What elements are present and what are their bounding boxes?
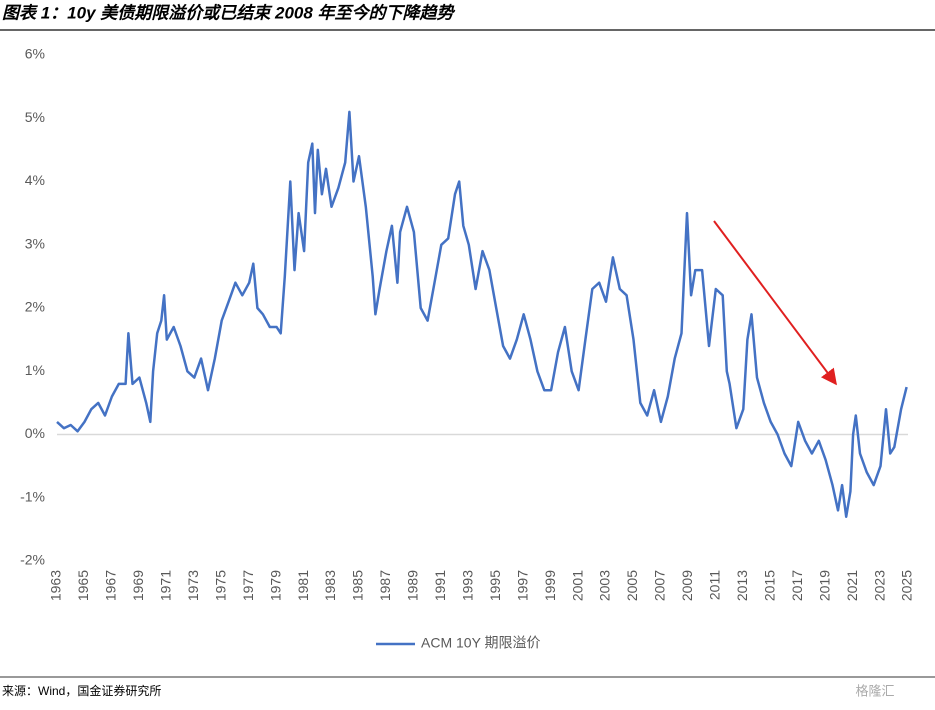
y-tick-label: 2% xyxy=(25,299,45,315)
x-tick-label: 2009 xyxy=(679,570,695,601)
y-tick-label: 3% xyxy=(25,235,45,251)
x-tick-label: 1967 xyxy=(103,570,119,601)
x-tick-label: 2017 xyxy=(789,570,805,601)
x-tick-label: 1977 xyxy=(240,570,256,601)
y-tick-label: 0% xyxy=(25,425,45,441)
x-tick-label: 1995 xyxy=(487,570,503,601)
y-tick-label: 4% xyxy=(25,172,45,188)
x-tick-label: 1997 xyxy=(514,570,530,601)
y-tick-label: -2% xyxy=(20,552,45,568)
x-tick-label: 2019 xyxy=(816,570,832,601)
x-tick-label: 1985 xyxy=(350,570,366,601)
x-tick-label: 1969 xyxy=(130,570,146,601)
x-tick-label: 2001 xyxy=(569,570,585,601)
x-tick-label: 1993 xyxy=(459,570,475,601)
x-tick-label: 1987 xyxy=(377,570,393,601)
series-line xyxy=(56,110,908,518)
x-tick-label: 1971 xyxy=(158,570,174,601)
x-tick-label: 1999 xyxy=(542,570,558,601)
x-tick-label: 1973 xyxy=(185,570,201,601)
x-tick-label: 2011 xyxy=(707,570,723,600)
x-tick-label: 1989 xyxy=(405,570,421,601)
y-tick-label: 1% xyxy=(25,362,45,378)
y-tick-label: 6% xyxy=(25,46,45,62)
y-tick-label: -1% xyxy=(20,488,45,504)
x-tick-label: 2007 xyxy=(652,570,668,601)
x-tick-label: 2005 xyxy=(624,570,640,601)
legend-label: ACM 10Y 期限溢价 xyxy=(421,635,541,651)
x-tick-label: 2025 xyxy=(899,570,915,601)
trend-arrow xyxy=(713,220,837,386)
x-tick-label: 1965 xyxy=(75,570,91,601)
watermark: 格隆汇 xyxy=(855,683,894,698)
x-tick-label: 2013 xyxy=(734,570,750,601)
x-tick-label: 1975 xyxy=(212,570,228,601)
x-tick-label: 2023 xyxy=(871,570,887,601)
x-tick-label: 1991 xyxy=(432,570,448,601)
x-tick-label: 1983 xyxy=(322,570,338,601)
x-tick-label: 1963 xyxy=(48,570,64,601)
x-tick-label: 2003 xyxy=(597,570,613,601)
x-tick-label: 1981 xyxy=(295,570,311,601)
x-tick-label: 2015 xyxy=(761,570,777,601)
y-tick-label: 5% xyxy=(25,109,45,125)
x-tick-label: 2021 xyxy=(844,570,860,601)
chart-title: 图表 1：10y 美债期限溢价或已结束 2008 年至今的下降趋势 xyxy=(2,3,456,22)
x-tick-label: 1979 xyxy=(267,570,283,601)
source: 来源：Wind，国金证券研究所 xyxy=(2,683,161,698)
